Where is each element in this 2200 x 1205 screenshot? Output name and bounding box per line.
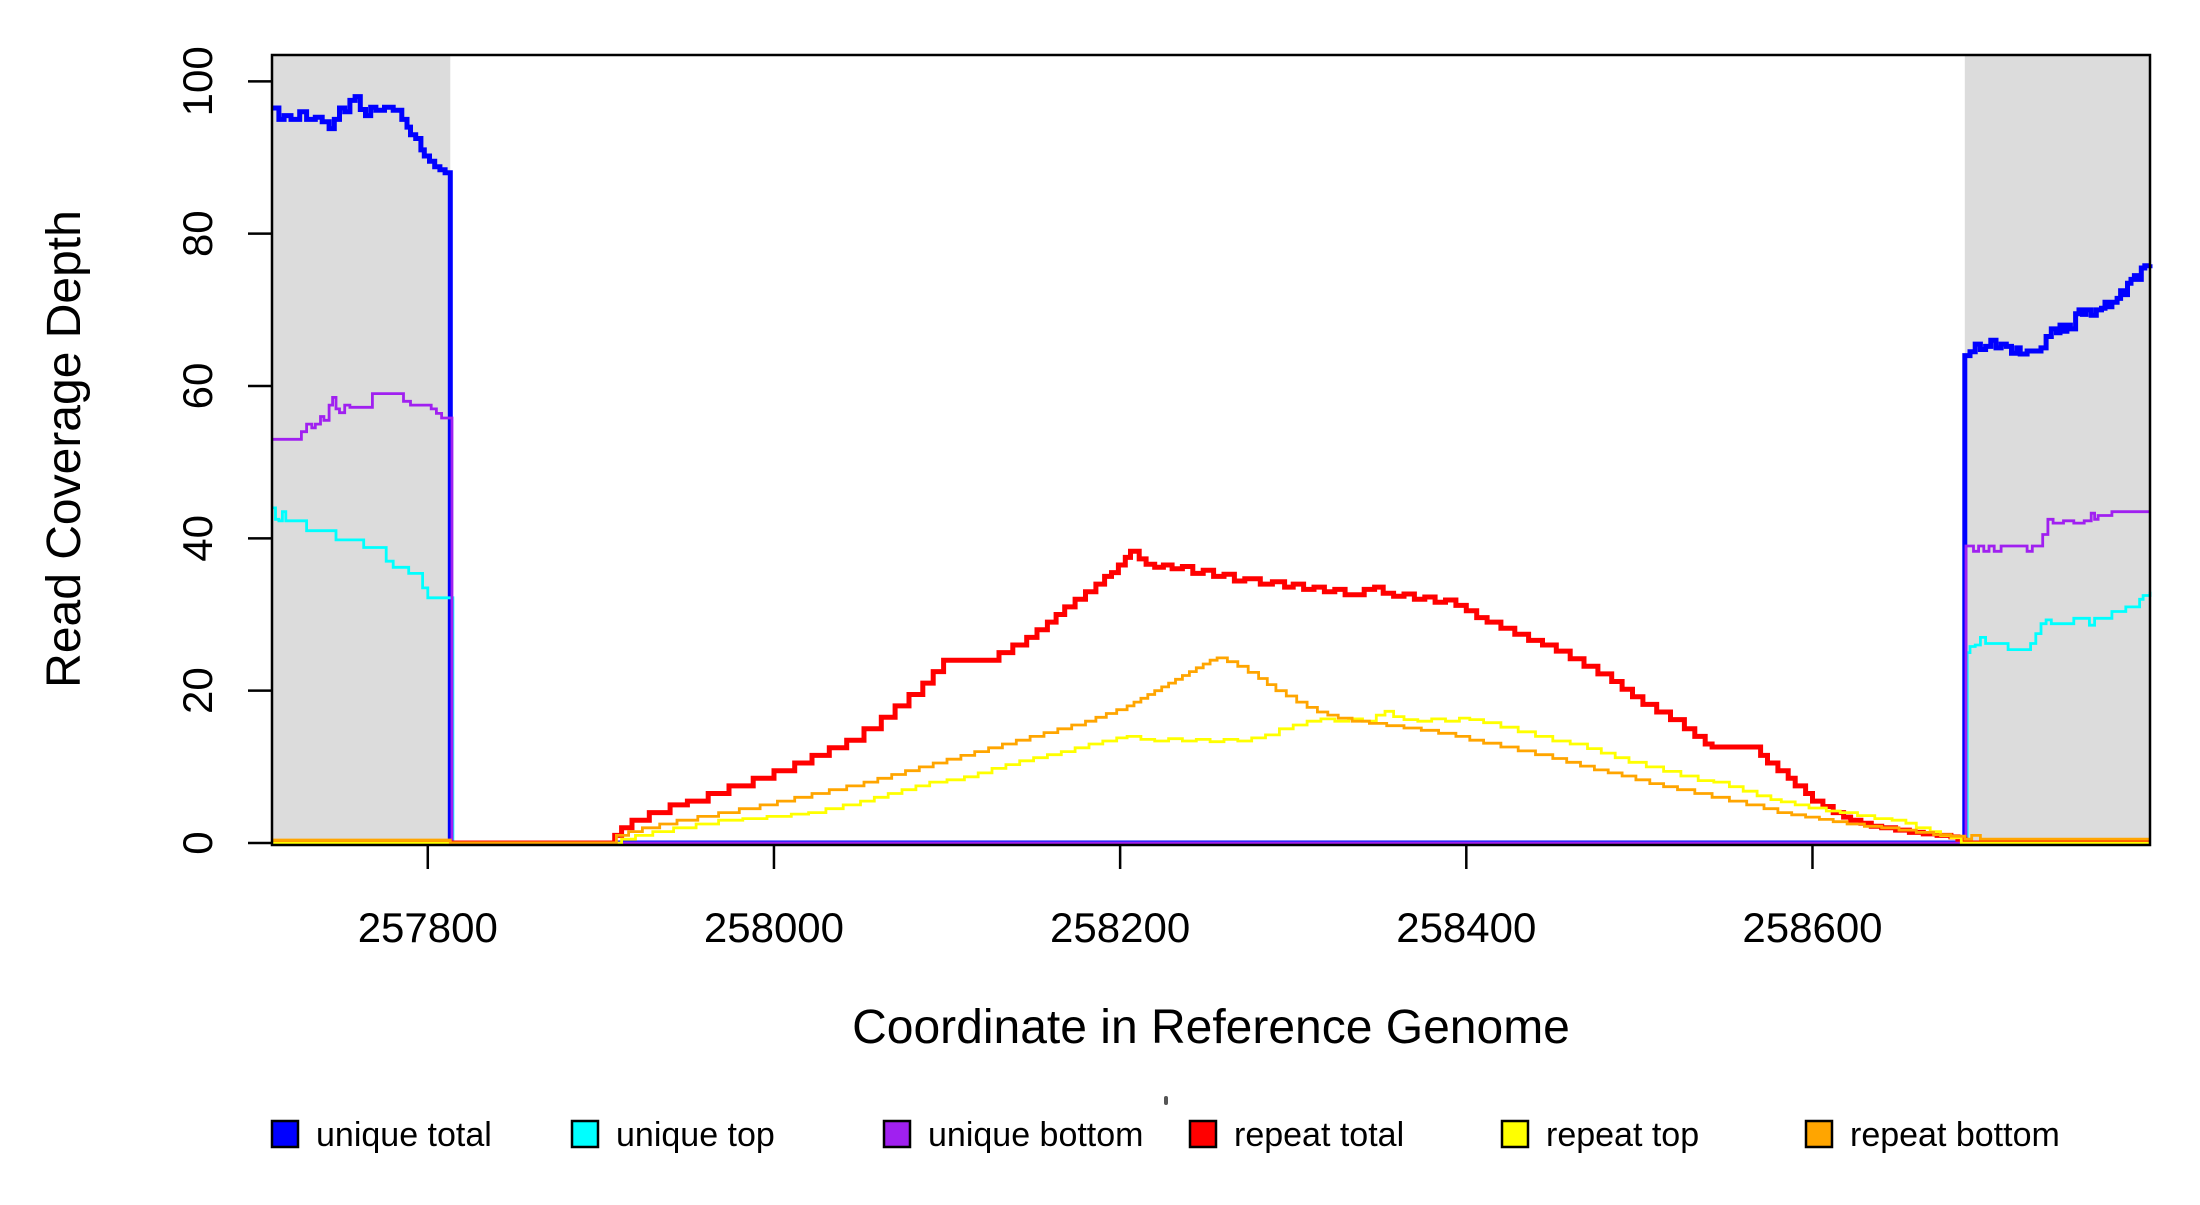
series-lines	[272, 94, 2153, 846]
x-tick-label: 258600	[1742, 904, 1882, 951]
y-tick-label: 20	[174, 667, 221, 714]
legend-label: repeat total	[1234, 1116, 1404, 1154]
legend-label: repeat bottom	[1850, 1116, 2060, 1154]
series-repeat-total	[272, 548, 2150, 846]
legend-item-unique-top: unique top	[570, 1116, 775, 1154]
legend-swatch	[1188, 1119, 1218, 1149]
series-unique-top	[272, 506, 2152, 845]
x-tick-label: 258200	[1050, 904, 1190, 951]
plot-frame	[270, 53, 2152, 847]
legend-swatch	[882, 1119, 912, 1149]
shaded-region-left-flank	[272, 55, 451, 845]
x-axis-title: Coordinate in Reference Genome	[852, 1001, 1570, 1054]
series-repeat-top	[272, 709, 2150, 845]
legend-label: unique top	[616, 1116, 775, 1154]
legend-item-unique-bottom: unique bottom	[882, 1116, 1144, 1154]
legend: unique total unique top unique bottom repea…	[270, 1116, 2060, 1154]
x-tick-label: 258000	[704, 904, 844, 951]
legend-swatch	[1500, 1119, 1530, 1149]
shaded-region-right-flank	[1964, 55, 2150, 845]
x-axis: 257800 258000 258200 258400 258600	[358, 845, 1883, 951]
stray-mark	[1164, 1096, 1168, 1105]
legend-label: unique bottom	[928, 1116, 1144, 1154]
legend-swatch	[570, 1119, 600, 1149]
legend-label: unique total	[316, 1116, 492, 1154]
legend-item-unique-total: unique total	[270, 1116, 492, 1154]
series-unique-bottom	[272, 392, 2150, 845]
plot-border	[270, 53, 2152, 847]
x-tick-label: 257800	[358, 904, 498, 951]
y-tick-label: 0	[174, 831, 221, 854]
series-unique-total	[272, 94, 2153, 846]
y-tick-label: 100	[174, 46, 221, 116]
x-tick-label: 258400	[1396, 904, 1536, 951]
y-tick-label: 60	[174, 363, 221, 410]
y-axis-title: Read Coverage Depth	[38, 210, 91, 688]
series-repeat-bottom	[272, 656, 2150, 845]
legend-item-repeat-total: repeat total	[1188, 1116, 1404, 1154]
legend-item-repeat-bottom: repeat bottom	[1804, 1116, 2060, 1154]
legend-swatch	[270, 1119, 300, 1149]
legend-label: repeat top	[1546, 1116, 1699, 1154]
legend-swatch	[1804, 1119, 1834, 1149]
y-axis: 0 20 40 60 80 100	[174, 46, 272, 855]
shaded-regions	[272, 55, 2150, 845]
y-tick-label: 40	[174, 515, 221, 562]
legend-item-repeat-top: repeat top	[1500, 1116, 1699, 1154]
y-tick-label: 80	[174, 210, 221, 257]
